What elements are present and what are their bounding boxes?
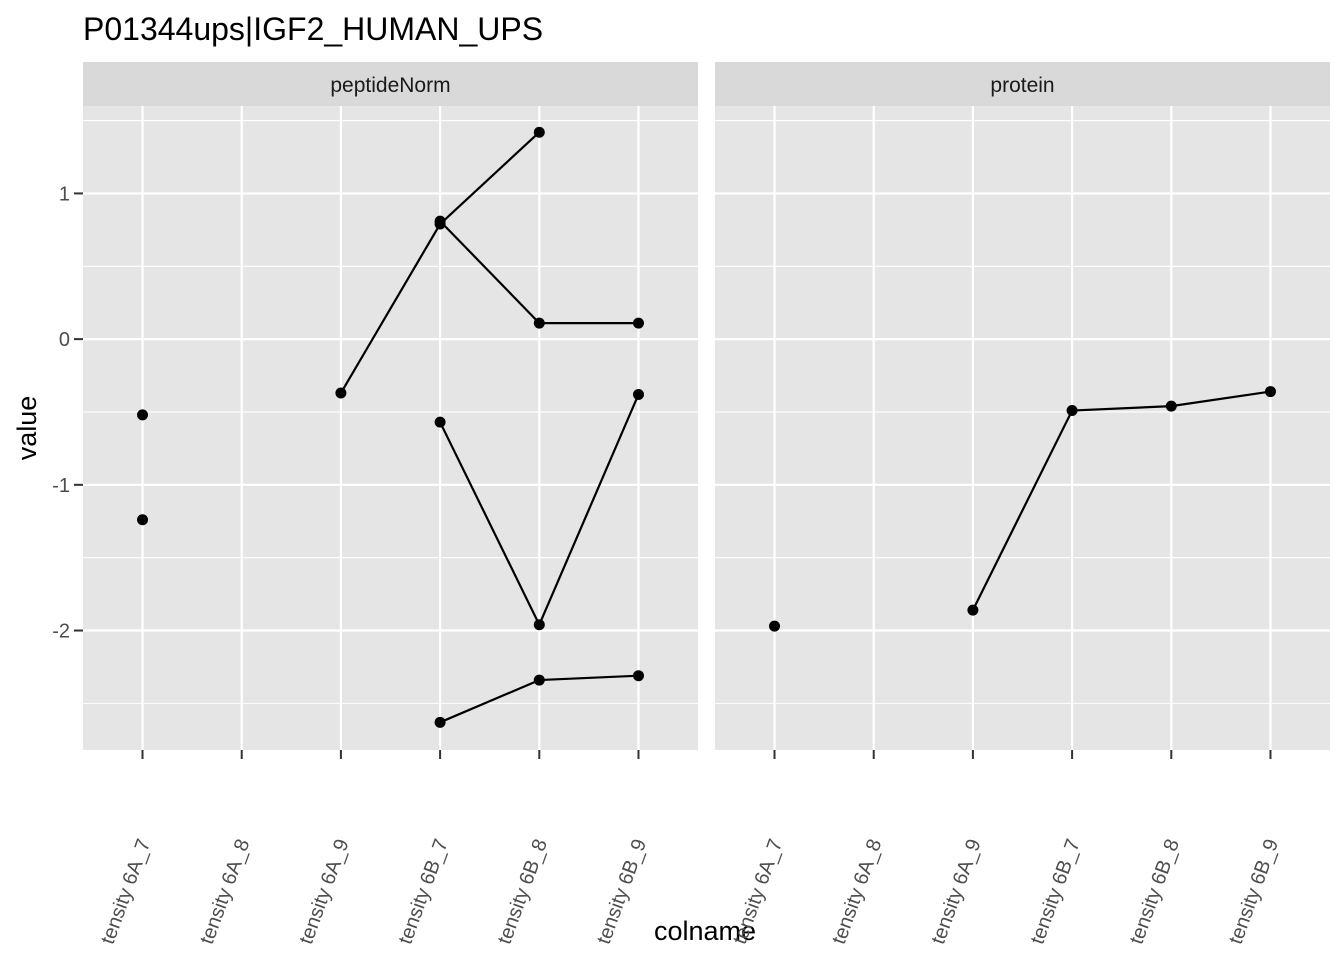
x-tick-label: tensity 6B_7 (1026, 836, 1084, 947)
y-tick-label: 1 (59, 183, 70, 205)
data-point (533, 674, 545, 686)
data-point (137, 514, 149, 526)
x-tick-label: tensity 6A_8 (196, 836, 254, 947)
x-tick-label: tensity 6B_8 (494, 836, 552, 947)
series-line (971, 390, 1271, 611)
facet-panels: -2 -1 0 1 peptideNorm tensity 6A_7 tensity 6A_… (52, 62, 1330, 947)
data-point (1165, 400, 1177, 412)
data-point (335, 387, 347, 399)
x-axis-title: colname (654, 916, 756, 946)
x-tick-label: tensity 6B_9 (593, 836, 651, 947)
chart-title: P01344ups|IGF2_HUMAN_UPS (83, 11, 543, 47)
y-tick-label: 0 (59, 329, 70, 351)
data-point (632, 388, 644, 400)
y-axis-title: value (12, 396, 42, 461)
x-tick-label: tensity 6B_8 (1126, 836, 1184, 947)
facet-strip (83, 62, 698, 106)
x-tick-label: tensity 6A_7 (729, 836, 787, 947)
x-tick-label: tensity 6B_7 (394, 836, 452, 947)
data-point (137, 409, 149, 421)
data-point (533, 126, 545, 138)
x-tick-label: tensity 6A_7 (97, 836, 155, 947)
panel-background (715, 106, 1330, 750)
data-point (434, 215, 446, 227)
x-tick-label: tensity 6A_8 (828, 836, 886, 947)
panel-background (83, 106, 698, 750)
y-tick-label: -1 (52, 475, 70, 497)
facet-panel: peptideNorm tensity 6A_7 tensity 6A_8 tensi… (83, 62, 698, 947)
data-point (632, 317, 644, 329)
data-point (533, 619, 545, 631)
data-point (533, 317, 545, 329)
data-point (434, 416, 446, 428)
facet-strip-label: protein (990, 74, 1054, 97)
data-point (632, 670, 644, 682)
y-tick-label: -2 (52, 621, 70, 643)
x-tick-label: tensity 6A_9 (927, 836, 985, 947)
facet-strip-label: peptideNorm (330, 74, 450, 97)
x-tick-label: tensity 6A_9 (295, 836, 353, 947)
data-point (967, 604, 979, 616)
data-point (434, 716, 446, 728)
data-point (1264, 386, 1276, 398)
data-point (769, 620, 781, 632)
data-point (1066, 405, 1078, 417)
facet-panel: protein tensity 6A_7 tensity 6A_8 tensity 6… (715, 62, 1330, 947)
x-tick-label: tensity 6B_9 (1225, 836, 1283, 947)
facet-strip (715, 62, 1330, 106)
